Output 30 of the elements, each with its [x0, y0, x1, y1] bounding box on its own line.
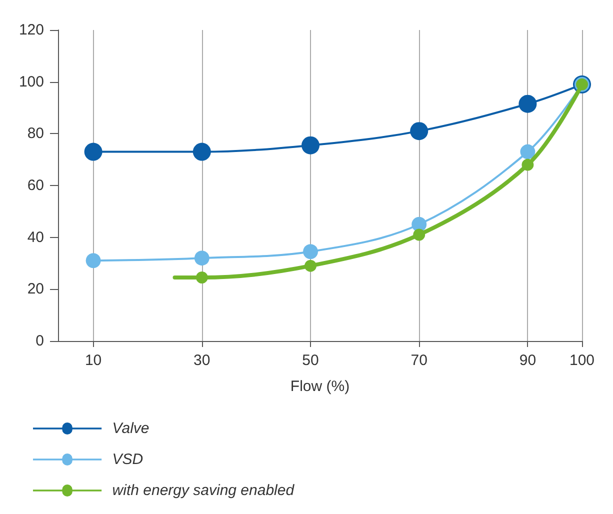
y-tick-label: 40 [27, 228, 44, 246]
legend-label: Valve [112, 420, 150, 437]
point [518, 94, 537, 113]
point [413, 228, 426, 241]
y-tick-label: 80 [27, 125, 44, 142]
point [522, 158, 534, 171]
y-tick-label: 120 [18, 22, 44, 38]
point [302, 136, 320, 154]
x-tick-label: 10 [84, 352, 102, 369]
point [192, 142, 211, 161]
point [196, 272, 208, 284]
point [520, 144, 536, 160]
x-tick-label: 30 [194, 352, 210, 369]
legend-label: VSD [112, 451, 144, 468]
point [86, 253, 101, 268]
point [84, 142, 102, 161]
legend-label: with energy saving enabled [112, 482, 295, 499]
point [410, 122, 428, 140]
point [303, 244, 318, 260]
point [194, 250, 210, 266]
y-tick-label: 0 [36, 332, 44, 350]
x-tick-label: 90 [519, 352, 536, 369]
y-tick-label: 20 [27, 280, 44, 298]
x-tick-label: 70 [410, 352, 428, 369]
y-tick-label: 100 [18, 73, 44, 90]
x-tick-label: 100 [569, 352, 595, 369]
y-tick-label: 60 [27, 177, 44, 194]
x-tick-label: 50 [302, 352, 319, 369]
point [304, 260, 316, 272]
x-axis-title: Flow (%) [290, 378, 350, 395]
